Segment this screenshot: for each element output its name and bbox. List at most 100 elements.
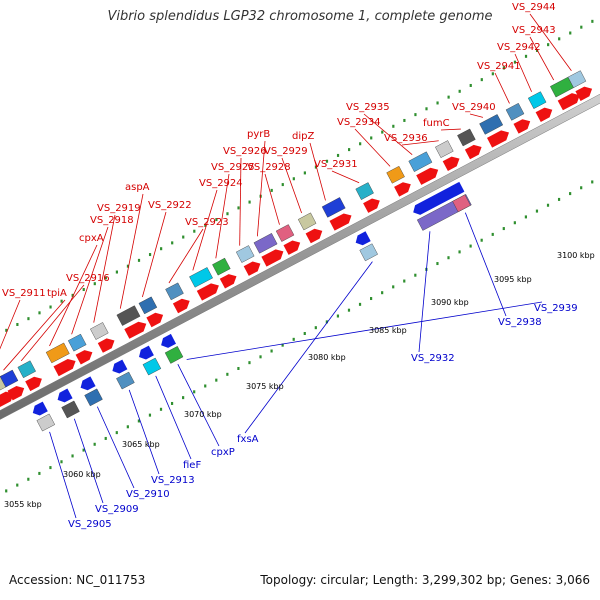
- tick-mark: [148, 413, 152, 417]
- leader-line: [331, 170, 360, 184]
- forward-gene-label: VS_2935: [346, 102, 390, 113]
- tick-mark: [546, 203, 550, 207]
- tick-mark: [591, 19, 594, 23]
- forward-gene-label: tpiA: [47, 288, 67, 299]
- tick-mark: [303, 171, 306, 175]
- tick-mark: [480, 238, 483, 242]
- axis-label: 3055 kbp: [4, 500, 42, 509]
- gene-block: [45, 342, 70, 364]
- forward-gene-label: cpxA: [79, 233, 104, 244]
- forward-arrow: [7, 386, 25, 401]
- reverse-gene-label: fxsA: [237, 434, 259, 445]
- axis-labels: 3055 kbp 3060 kbp 3065 kbp 3070 kbp 3075 kbp…: [4, 251, 595, 509]
- tick-mark: [93, 442, 96, 446]
- leader-line: [168, 228, 204, 284]
- gene-features: [0, 70, 593, 432]
- gene-block: [67, 333, 87, 352]
- forward-gene-label: VS_2944: [512, 2, 556, 13]
- forward-arrow: [25, 376, 42, 392]
- tick-mark: [403, 118, 406, 122]
- forward-gene-label: VS_2924: [199, 178, 243, 189]
- tick-mark: [115, 431, 118, 435]
- gene-block: [479, 114, 504, 135]
- forward-arrow: [416, 167, 439, 185]
- tick-mark: [524, 215, 528, 219]
- axis-label: 3075 kbp: [246, 382, 284, 391]
- gene-block: [321, 197, 346, 218]
- tick-mark: [358, 302, 362, 306]
- leader-line: [177, 364, 220, 447]
- gene-block: [275, 224, 295, 242]
- tick-mark: [336, 314, 340, 318]
- gene-block: [253, 233, 278, 254]
- gene-block: [116, 305, 141, 326]
- axis-label: 3090 kbp: [431, 298, 469, 307]
- axis-label: 3085 kbp: [369, 326, 407, 335]
- tick-mark: [148, 253, 152, 257]
- tick-mark: [436, 262, 439, 266]
- forward-arrow: [394, 182, 411, 197]
- tick-mark: [137, 419, 140, 423]
- axis-label: 3100 kbp: [557, 251, 595, 260]
- forward-gene-label: VS_2925: [211, 162, 255, 173]
- tick-mark: [27, 317, 30, 321]
- reverse-arrow: [355, 231, 371, 246]
- tick-mark: [414, 113, 417, 117]
- leader-line: [119, 193, 144, 309]
- leader-line: [529, 13, 572, 72]
- tick-mark: [71, 454, 74, 458]
- leader-line: [363, 113, 413, 156]
- forward-arrow: [261, 249, 284, 267]
- tick-mark: [524, 54, 528, 58]
- leader-line: [529, 36, 555, 81]
- tick-mark: [369, 297, 373, 301]
- forward-arrow: [535, 107, 553, 122]
- tick-mark: [215, 378, 218, 382]
- tick-mark: [60, 460, 63, 464]
- tick-mark: [16, 322, 19, 326]
- leader-line: [281, 157, 302, 214]
- tick-mark: [49, 305, 52, 309]
- tick-mark: [447, 256, 450, 260]
- reverse-gene-label: VS_2913: [151, 475, 195, 486]
- tick-mark: [325, 159, 329, 163]
- gene-block: [17, 360, 36, 379]
- tick-mark: [557, 197, 561, 201]
- gene-block: [452, 194, 471, 213]
- tick-mark: [237, 366, 240, 370]
- forward-arrow: [363, 198, 380, 213]
- forward-gene-label: VS_2941: [477, 61, 521, 72]
- forward-gene-label: VS_2922: [148, 200, 192, 211]
- tick-mark: [115, 270, 118, 274]
- tick-mark: [292, 337, 295, 341]
- forward-gene-label: VS_2918: [90, 215, 134, 226]
- tick-mark: [126, 264, 130, 268]
- forward-gene-label: VS_2911: [2, 288, 46, 299]
- reverse-arrow: [448, 182, 464, 197]
- tick-mark: [513, 221, 516, 225]
- topology-stats-text: Topology: circular; Length: 3,299,302 bp…: [260, 573, 590, 587]
- tick-mark: [502, 227, 505, 231]
- gene-block: [212, 257, 231, 276]
- forward-gene-label: VS_2931: [314, 159, 358, 170]
- gene-block: [61, 400, 80, 419]
- reverse-gene-label: VS_2909: [95, 504, 139, 515]
- tick-mark: [580, 186, 583, 190]
- leader-line: [155, 375, 192, 460]
- forward-arrow: [53, 359, 76, 377]
- gene-block: [36, 413, 56, 432]
- reverse-arrow: [161, 333, 176, 348]
- tick-mark: [591, 180, 594, 184]
- forward-arrow: [305, 228, 323, 244]
- genome-backbone: [0, 93, 600, 420]
- tick-mark: [370, 136, 373, 140]
- tick-mark: [314, 165, 318, 169]
- forward-arrow: [243, 261, 261, 276]
- forward-gene-label: VS_2942: [497, 42, 541, 53]
- gene-block: [142, 357, 162, 376]
- tick-mark: [281, 343, 284, 347]
- tick-mark: [403, 279, 406, 283]
- gene-block: [567, 70, 587, 88]
